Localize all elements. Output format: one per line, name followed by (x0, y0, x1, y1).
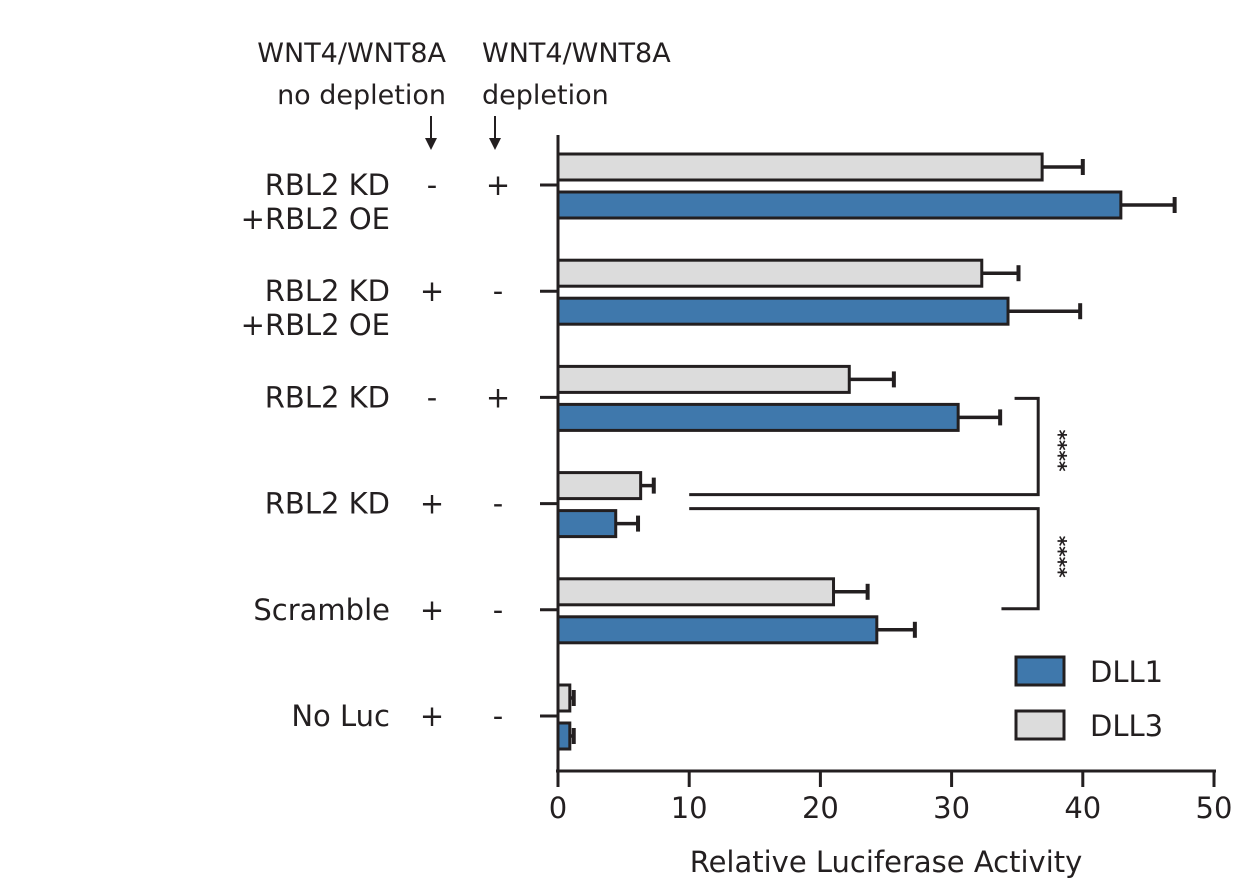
x-tick-label: 10 (671, 791, 708, 825)
significance-bracket (689, 507, 1040, 611)
category-label: Scramble (253, 593, 390, 627)
depletion-marker: - (493, 487, 503, 521)
column-headers: WNT4/WNT8A no depletion WNT4/WNT8A deple… (257, 38, 671, 150)
bar-dll3 (556, 683, 572, 713)
bar-dll1 (556, 190, 1123, 220)
bar-dll1 (556, 721, 572, 751)
significance-brackets: **** **** (689, 396, 1071, 611)
category-label: RBL2 KD (265, 487, 390, 521)
x-axis-ticks: 0 10 20 30 40 50 (549, 771, 1233, 825)
depletion-marker: + (486, 168, 510, 202)
bar-dll3 (556, 471, 643, 501)
category-label-line2: +RBL2 OE (241, 308, 390, 342)
error-bars (569, 159, 1177, 744)
bar-dll3 (556, 258, 984, 288)
legend: DLL1 DLL3 (1014, 655, 1163, 743)
x-tick-label: 30 (933, 791, 970, 825)
x-tick-label: 20 (802, 791, 839, 825)
depletion-marker: - (493, 274, 503, 308)
depletion-marker: - (493, 593, 503, 627)
depletion-marker: + (486, 380, 510, 414)
x-tick-label: 50 (1196, 791, 1233, 825)
bar-dll3 (556, 577, 836, 607)
significance-bracket (689, 396, 1040, 497)
category-label: No Luc (291, 699, 390, 733)
no-depletion-marker: - (427, 168, 437, 202)
no-depletion-marker: + (420, 274, 444, 308)
axes (540, 135, 1216, 773)
x-axis-label: Relative Luciferase Activity (690, 845, 1083, 878)
bar-dll1 (556, 509, 618, 539)
x-tick-label: 40 (1064, 791, 1101, 825)
category-label: RBL2 KD (265, 168, 390, 202)
down-arrow-icon (489, 116, 501, 150)
significance-stars: **** (1047, 430, 1071, 472)
no-depletion-marker: - (427, 380, 437, 414)
header-no-depletion-line1: WNT4/WNT8A (257, 38, 446, 69)
category-label: RBL2 KD (265, 274, 390, 308)
category-label-line2: +RBL2 OE (241, 202, 390, 236)
depletion-marker: - (493, 699, 503, 733)
x-tick-label: 0 (549, 791, 567, 825)
header-no-depletion-line2: no depletion (277, 80, 446, 111)
bar-dll1 (556, 296, 1010, 326)
no-depletion-marker: + (420, 593, 444, 627)
bar-dll3 (556, 364, 851, 394)
bar-dll1 (556, 615, 879, 645)
no-depletion-marker: + (420, 699, 444, 733)
category-label: RBL2 KD (265, 380, 390, 414)
legend-label-dll3: DLL3 (1090, 709, 1163, 743)
legend-swatch-dll1 (1014, 655, 1066, 687)
down-arrow-icon (425, 116, 437, 150)
header-depletion-line1: WNT4/WNT8A (482, 38, 671, 69)
bar-dll1 (556, 402, 960, 432)
legend-swatch-dll3 (1014, 709, 1066, 741)
significance-stars: **** (1047, 536, 1071, 578)
legend-label-dll1: DLL1 (1090, 655, 1163, 689)
bar-dll3 (556, 152, 1044, 182)
category-labels: RBL2 KD+RBL2 OE- +RBL2 KD+RBL2 OE+ -RBL2 K… (241, 168, 510, 733)
no-depletion-marker: + (420, 487, 444, 521)
header-depletion-line2: depletion (482, 80, 609, 111)
